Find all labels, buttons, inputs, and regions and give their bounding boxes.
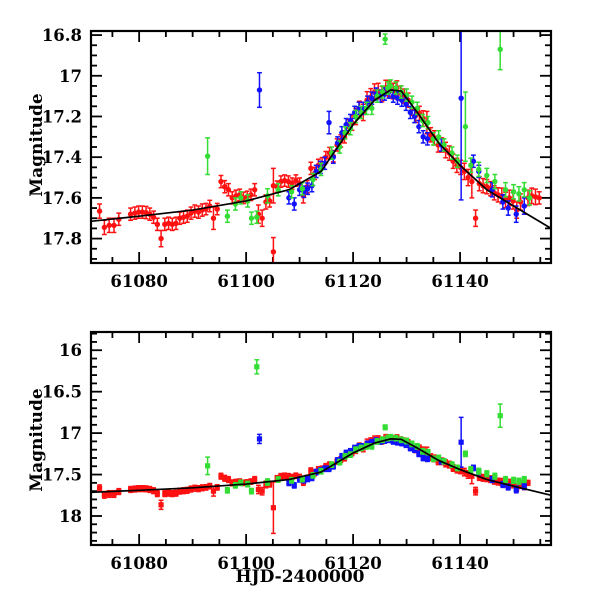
top-y-axis-label: Magnitude: [27, 93, 47, 197]
x-tick-label: 61140: [431, 272, 488, 291]
data-layer: [92, 32, 550, 262]
x-tick-label: 61100: [217, 272, 274, 291]
y-tick-label: 16.5: [42, 383, 82, 402]
x-tick-label: 61120: [324, 554, 381, 573]
data-layer: [92, 359, 550, 535]
top-panel-plot: 61080 61100 61120 61140 16.8 17 17.2 17.4 17.6 17…: [42, 26, 553, 291]
series-red: [96, 433, 531, 535]
y-tick-label: 17: [59, 67, 82, 86]
y-tick-label: 17.5: [42, 466, 82, 485]
y-tick-label: 16.8: [42, 26, 82, 45]
y-tick-label: 17.2: [42, 107, 82, 126]
y-tick-label: 16: [59, 341, 82, 360]
x-tick-label: 61120: [324, 272, 381, 291]
y-tick-label: 17.4: [42, 148, 82, 167]
bottom-y-axis-label: Magnitude: [27, 388, 47, 492]
plot-frame: [89, 29, 553, 265]
top-panel: 61080 61100 61120 61140 16.8 17 17.2 17.4 17.6 17…: [42, 26, 553, 291]
x-tick-label: 61100: [217, 554, 274, 573]
y-tick-label: 17.8: [42, 230, 82, 249]
x-tick-label: 61080: [110, 272, 167, 291]
x-axis-label: HJD-2400000: [235, 567, 365, 587]
series-green: [205, 359, 527, 495]
bottom-panel: 61080 61100 61120 61140 16 16.5 17 17.5 18: [0, 300, 600, 600]
y-tick-label: 17.6: [42, 189, 82, 208]
x-tick-label: 61080: [110, 554, 167, 573]
x-tick-label: 61140: [431, 554, 488, 573]
model-curve: [92, 438, 550, 496]
bottom-panel-plot: 61080 61100 61120 61140 16 16.5 17 17.5 18: [42, 330, 553, 573]
model-curve: [92, 89, 550, 229]
plot-frame: [89, 330, 553, 547]
y-tick-label: 18: [59, 507, 82, 526]
y-tick-label: 17: [59, 424, 82, 443]
